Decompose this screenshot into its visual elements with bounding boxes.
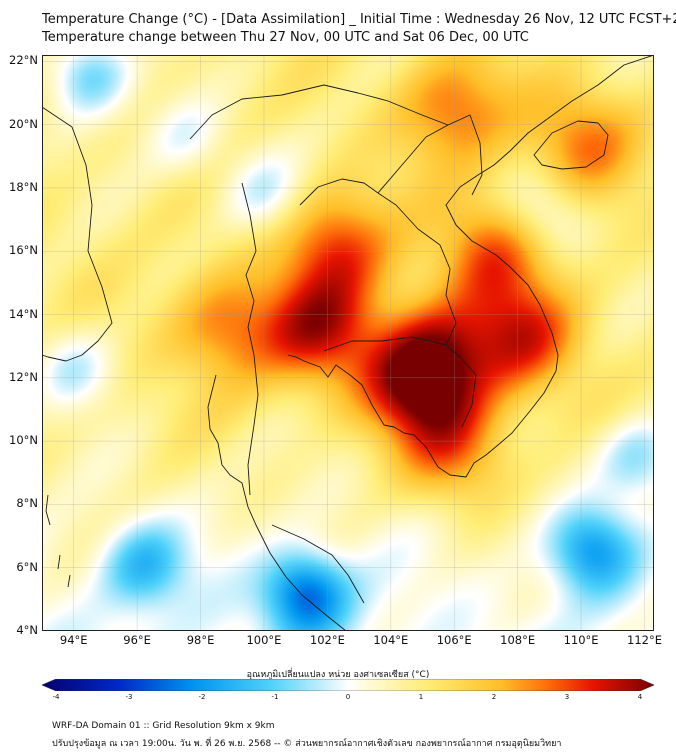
border-china (189, 84, 449, 140)
lon-tick-label: 96°E (123, 633, 151, 647)
lat-tick-label: 14°N (9, 306, 38, 321)
temperature-field (42, 55, 654, 631)
lat-tick-label: 16°N (9, 243, 38, 258)
chart-title: Temperature Change (°C) - [Data Assimila… (42, 12, 676, 27)
lon-tick-label: 112°E (627, 633, 662, 647)
lat-tick-label: 4°N (16, 623, 38, 637)
colorbar-title: อุณหภูมิเปลี่ยนแปลง หน่วย องศาเซลเซียส (… (246, 670, 430, 680)
lat-tick-label: 6°N (16, 559, 38, 574)
border-myanmar-thailand (241, 182, 259, 496)
coastline-andaman-islands (45, 494, 71, 588)
colorbar-tick-label: 0 (345, 693, 351, 701)
colorbar-gradient (42, 679, 654, 691)
border-malaysia (271, 524, 365, 604)
colorbar-tick-label: -3 (125, 693, 133, 701)
border-vietnam-laos (377, 114, 483, 196)
lat-tick-label: 22°N (9, 53, 38, 68)
coastline-indochina (207, 374, 347, 631)
colorbar-tick-label: 2 (491, 693, 497, 701)
lat-tick-label: 12°N (9, 369, 38, 384)
colorbar-tick-label: -1 (271, 693, 279, 701)
coastline-gulf-thailand (287, 55, 654, 478)
lat-tick-label: 8°N (16, 496, 38, 511)
footer-model-info: WRF-DA Domain 01 :: Grid Resolution 9km … (52, 721, 275, 731)
lon-tick-label: 108°E (500, 633, 536, 647)
colorbar (42, 679, 654, 691)
map-overlay (42, 55, 654, 631)
coastline-borders (42, 55, 654, 631)
temperature-change-map[interactable] (42, 55, 654, 631)
lat-tick-label: 20°N (9, 116, 38, 131)
coastline-hainan (533, 120, 609, 170)
chart-subtitle: Temperature change between Thu 27 Nov, 0… (42, 30, 529, 45)
lon-tick-label: 106°E (436, 633, 472, 647)
footer-credit: ปรับปรุงข้อมูล ณ เวลา 19:00น. วัน พ. ที่… (52, 739, 562, 749)
colorbar-tick-label: 3 (564, 693, 570, 701)
lat-tick-label: 18°N (9, 179, 38, 194)
lon-tick-label: 104°E (373, 633, 409, 647)
lon-tick-label: 100°E (246, 633, 282, 647)
lon-tick-label: 94°E (59, 633, 88, 647)
lon-tick-label: 98°E (186, 633, 215, 647)
map-frame (42, 55, 654, 631)
lon-tick-label: 110°E (563, 633, 599, 647)
border-thailand-laos (299, 178, 457, 346)
colorbar-tick-label: 1 (418, 693, 424, 701)
lat-tick-label: 10°N (9, 433, 38, 448)
border-cambodia (323, 336, 477, 428)
colorbar-tick-label: -2 (198, 693, 206, 701)
colorbar-tick-label: 4 (637, 693, 643, 701)
coastline-myanmar-west (42, 106, 113, 362)
graticule (42, 55, 654, 631)
lon-tick-label: 102°E (309, 633, 345, 647)
colorbar-tick-label: -4 (52, 693, 60, 701)
